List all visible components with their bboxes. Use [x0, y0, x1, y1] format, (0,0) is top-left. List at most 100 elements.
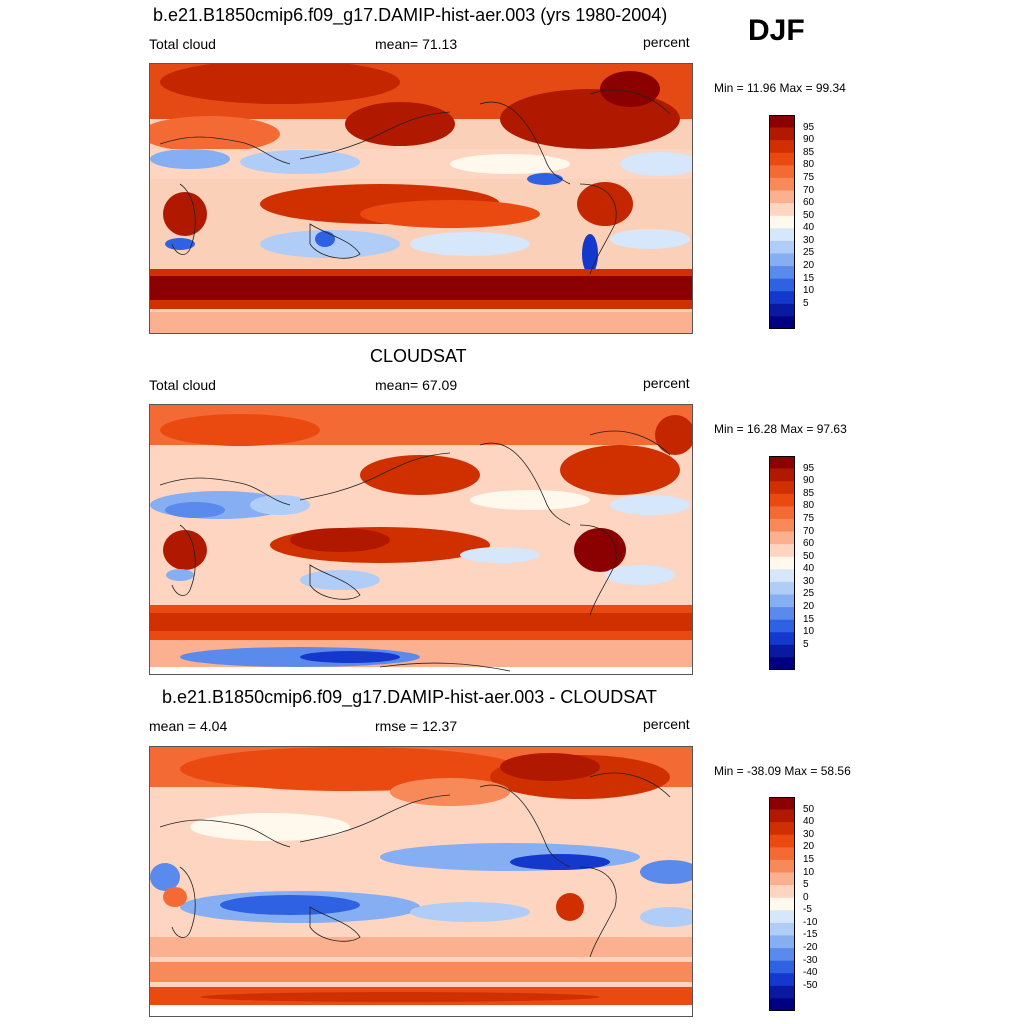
- colorbar-swatch: [770, 985, 794, 999]
- colorbar-swatch: [770, 910, 794, 924]
- colorbar-border: [769, 115, 795, 329]
- panel1-minmax: Min = 11.96 Max = 99.34: [714, 81, 846, 95]
- colorbar-tick-label: 90: [803, 134, 815, 146]
- colorbar-swatch: [770, 115, 794, 128]
- colorbar-swatch: [770, 215, 794, 229]
- panel3-colorbar: [769, 797, 795, 1011]
- colorbar-tick-label: 80: [803, 159, 815, 171]
- colorbar-tick-label: 20: [803, 260, 815, 272]
- colorbar-tick-label: 40: [803, 563, 815, 575]
- colorbar-tick-label: 20: [803, 601, 815, 613]
- colorbar-swatch: [770, 127, 794, 141]
- panel2-left-label: Total cloud: [149, 377, 216, 393]
- colorbar-swatch: [770, 897, 794, 911]
- colorbar-tick-label: 95: [803, 121, 815, 133]
- colorbar-swatch: [770, 544, 794, 558]
- colorbar-swatch: [770, 885, 794, 899]
- colorbar-tick-label: 50: [803, 550, 815, 562]
- colorbar-swatch: [770, 556, 794, 570]
- panel1-left-label: Total cloud: [149, 36, 216, 52]
- colorbar-swatch: [770, 177, 794, 191]
- colorbar-tick-label: 20: [803, 841, 815, 853]
- colorbar-tick-label: 70: [803, 525, 815, 537]
- colorbar-tick-label: 5: [803, 879, 809, 891]
- colorbar-swatch: [770, 960, 794, 974]
- colorbar-swatch: [770, 594, 794, 608]
- colorbar-swatch: [770, 165, 794, 179]
- colorbar-swatch: [770, 240, 794, 254]
- colorbar-tick-label: 70: [803, 184, 815, 196]
- colorbar-swatch: [770, 872, 794, 886]
- panel2-colorbar: [769, 456, 795, 670]
- panel2-mean: mean= 67.09: [375, 377, 458, 393]
- colorbar-tick-label: -20: [803, 942, 818, 954]
- colorbar-swatch: [770, 998, 794, 1011]
- colorbar-swatch: [770, 569, 794, 583]
- colorbar-tick-label: 80: [803, 500, 815, 512]
- colorbar-swatch: [770, 140, 794, 154]
- colorbar-swatch: [770, 922, 794, 936]
- colorbar-swatch: [770, 303, 794, 317]
- panel1-units: percent: [643, 34, 690, 50]
- colorbar-tick-label: -15: [803, 929, 818, 941]
- colorbar-swatch: [770, 809, 794, 823]
- colorbar-swatch: [770, 468, 794, 482]
- colorbar-swatch: [770, 506, 794, 520]
- colorbar-tick-label: 30: [803, 234, 815, 246]
- panel1-colorbar: [769, 115, 795, 329]
- colorbar-tick-label: 15: [803, 613, 815, 625]
- colorbar-tick-label: 50: [803, 803, 815, 815]
- colorbar-swatch: [770, 619, 794, 633]
- colorbar-swatch: [770, 228, 794, 242]
- colorbar-swatch: [770, 859, 794, 873]
- panel2-title: CLOUDSAT: [370, 346, 467, 366]
- panel1-mean: mean= 71.13: [375, 36, 458, 52]
- colorbar-tick-label: -10: [803, 916, 818, 928]
- colorbar-tick-label: -5: [803, 904, 812, 916]
- panel3-units: percent: [643, 716, 690, 732]
- panel1-title: b.e21.B1850cmip6.f09_g17.DAMIP-hist-aer.…: [153, 5, 668, 25]
- colorbar-tick-label: 15: [803, 272, 815, 284]
- colorbar-tick-label: -40: [803, 967, 818, 979]
- colorbar-swatch: [770, 456, 794, 469]
- colorbar-tick-label: 5: [803, 638, 809, 650]
- colorbar-tick-label: 0: [803, 891, 809, 903]
- colorbar-swatch: [770, 657, 794, 670]
- panel3-title: b.e21.B1850cmip6.f09_g17.DAMIP-hist-aer.…: [162, 687, 657, 707]
- colorbar-swatch: [770, 822, 794, 836]
- colorbar-swatch: [770, 291, 794, 305]
- colorbar-swatch: [770, 797, 794, 810]
- colorbar-tick-label: 5: [803, 297, 809, 309]
- colorbar-swatch: [770, 493, 794, 507]
- colorbar-swatch: [770, 266, 794, 279]
- panel2-map: [149, 404, 693, 675]
- colorbar-swatch: [770, 518, 794, 532]
- colorbar-swatch: [770, 531, 794, 545]
- panel3-map-field: [150, 747, 692, 1016]
- colorbar-swatch: [770, 316, 794, 329]
- colorbar-swatch: [770, 847, 794, 861]
- colorbar-swatch: [770, 190, 794, 204]
- colorbar-tick-label: 50: [803, 209, 815, 221]
- colorbar-swatch: [770, 278, 794, 292]
- panel2-units: percent: [643, 375, 690, 391]
- colorbar-tick-label: 15: [803, 853, 815, 865]
- colorbar-tick-label: 95: [803, 462, 815, 474]
- colorbar-swatch: [770, 253, 794, 267]
- season-label: DJF: [748, 14, 805, 47]
- colorbar-tick-label: 60: [803, 538, 815, 550]
- colorbar-swatch: [770, 935, 794, 949]
- panel1-map: [149, 63, 693, 334]
- colorbar-tick-label: 25: [803, 588, 815, 600]
- colorbar-tick-label: 30: [803, 828, 815, 840]
- colorbar-tick-label: 40: [803, 816, 815, 828]
- colorbar-border: [769, 797, 795, 1011]
- colorbar-tick-label: 10: [803, 866, 815, 878]
- colorbar-swatch: [770, 581, 794, 595]
- colorbar-tick-label: 75: [803, 171, 815, 183]
- colorbar-tick-label: 40: [803, 222, 815, 234]
- panel3-minmax: Min = -38.09 Max = 58.56: [714, 764, 851, 778]
- panel3-left-label: mean = 4.04: [149, 718, 228, 734]
- colorbar-tick-label: 85: [803, 146, 815, 158]
- colorbar-tick-label: 10: [803, 626, 815, 638]
